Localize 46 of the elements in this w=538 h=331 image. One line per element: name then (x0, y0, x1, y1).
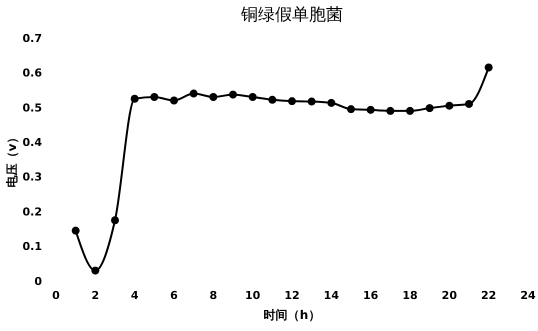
x-tick-label: 24 (520, 289, 536, 302)
chart-title: 铜绿假单胞菌 (240, 5, 343, 25)
x-tick-label: 18 (402, 289, 418, 302)
x-axis-title: 时间（h） (264, 308, 320, 322)
y-tick-label: 0.3 (22, 170, 42, 184)
x-tick-label: 2 (92, 289, 100, 302)
point (406, 106, 414, 115)
x-tick-label: 10 (245, 289, 261, 302)
y-tick-label: 0 (34, 274, 42, 288)
y-tick-label: 0.1 (22, 240, 42, 254)
x-tick-label: 4 (130, 289, 139, 302)
point (386, 106, 394, 115)
x-tick-label: 0 (52, 289, 60, 302)
point (111, 216, 119, 224)
point (72, 226, 80, 235)
y-tick-label: 0.4 (22, 136, 42, 149)
x-tick-label: 8 (210, 289, 218, 302)
point (426, 104, 434, 112)
x-tick-label: 22 (481, 289, 496, 302)
point (347, 105, 355, 114)
point (465, 100, 473, 108)
x-tick-label: 14 (324, 289, 340, 302)
point (445, 102, 454, 110)
y-tick-label: 0.6 (22, 66, 42, 80)
point (308, 98, 316, 106)
point (130, 94, 139, 103)
point (248, 93, 257, 102)
point (484, 64, 493, 72)
point (170, 96, 178, 104)
point (366, 106, 375, 114)
point (91, 266, 100, 275)
point (229, 90, 237, 99)
x-tick-label: 12 (284, 289, 300, 302)
x-tick-label: 16 (363, 289, 379, 302)
y-tick-label: 0.2 (22, 205, 42, 218)
point (150, 93, 158, 102)
y-tick-label: 0.7 (22, 32, 42, 45)
point (268, 96, 276, 104)
y-tick-label: 0.5 (22, 101, 42, 114)
x-tick-label: 6 (170, 289, 178, 302)
point (288, 97, 296, 106)
point (327, 98, 336, 107)
y-axis-title: 电压（v） (5, 132, 19, 188)
point (209, 93, 218, 102)
point (190, 90, 198, 98)
x-tick-label: 20 (442, 289, 458, 302)
